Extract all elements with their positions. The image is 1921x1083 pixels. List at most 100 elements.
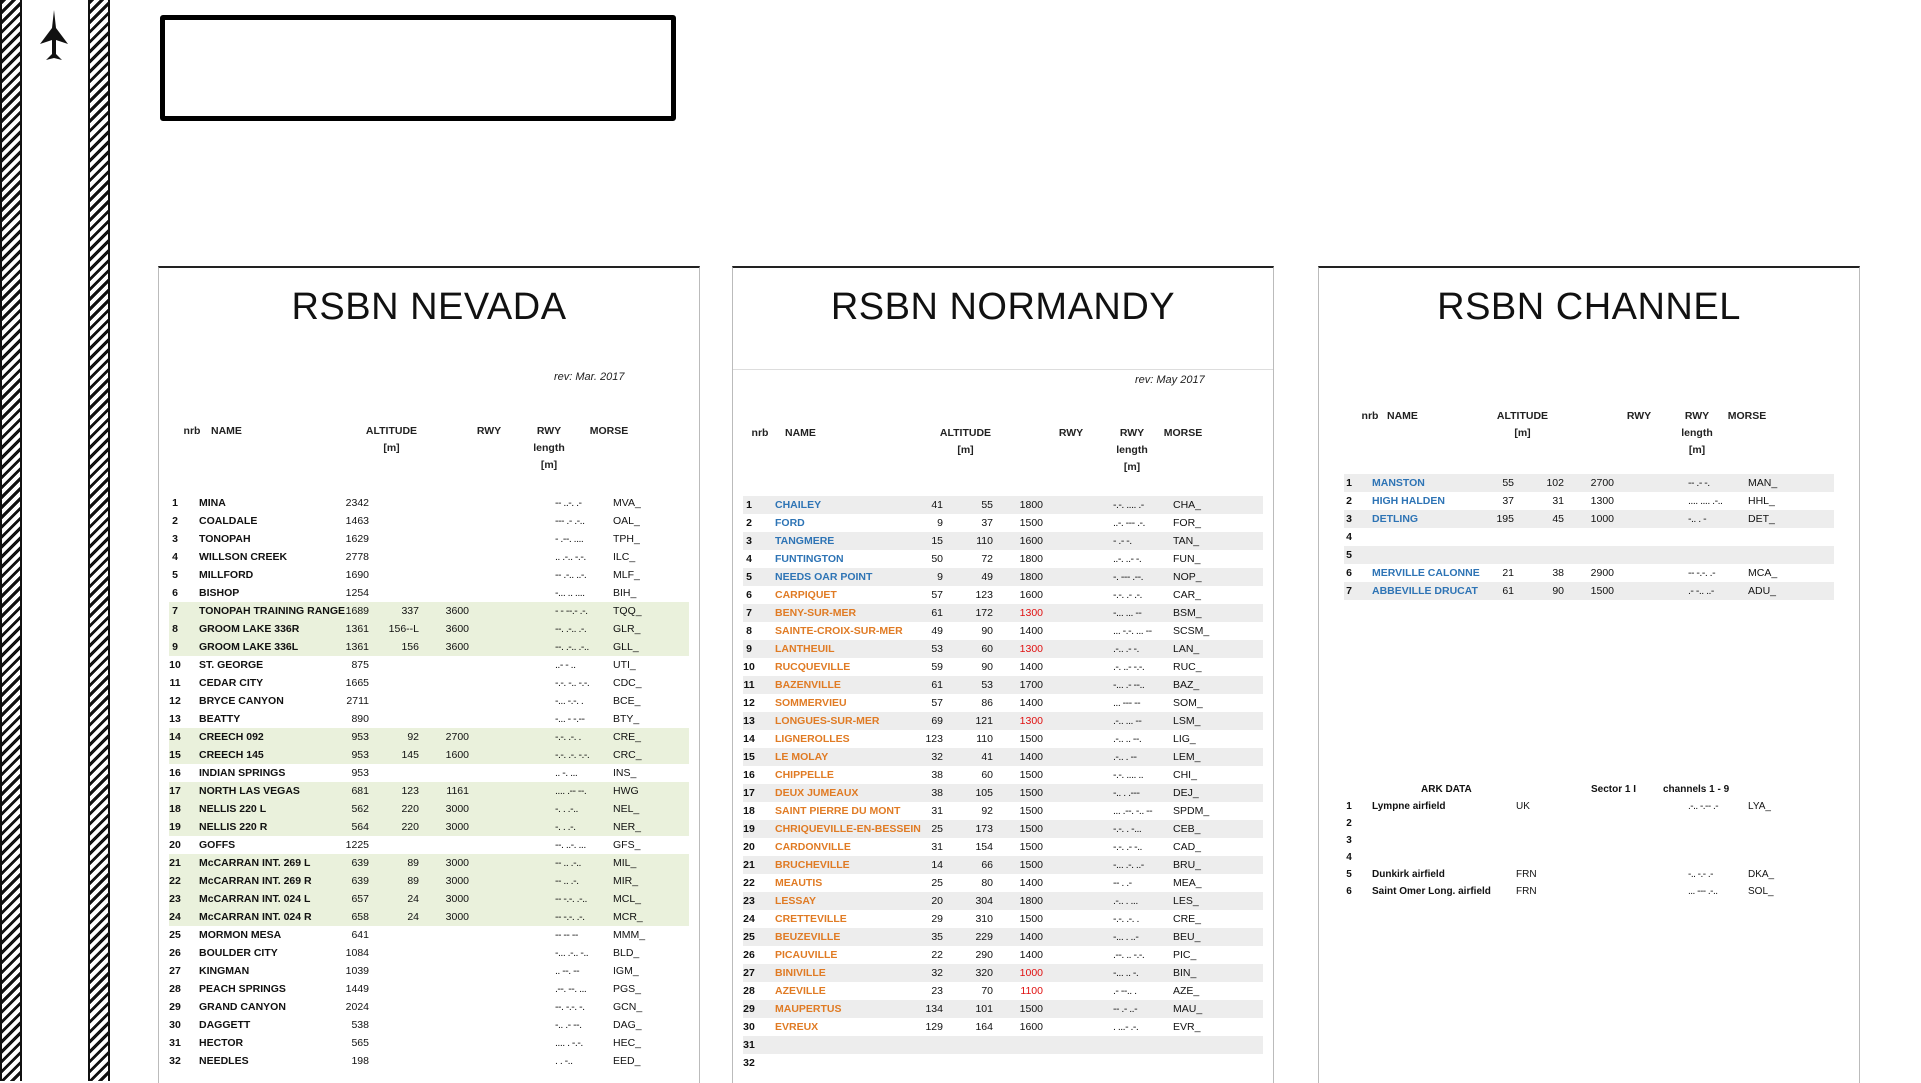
table-row: 20 CARDONVILLE 31 154 1500 -.-. .- -.. CAD_	[743, 838, 1263, 856]
runway-length: 3600	[445, 605, 469, 617]
table-row: 11 CEDAR CITY 1665 -.-. -.. -.-. CDC_	[169, 674, 689, 692]
row-number: 30	[169, 1019, 181, 1031]
altitude: 129	[925, 1021, 943, 1033]
station-name: MANSTON	[1372, 477, 1425, 489]
row-number: 7	[1346, 585, 1352, 597]
morse-ident: DEJ_	[1173, 787, 1199, 799]
station-name: CHAILEY	[775, 499, 822, 511]
morse-ident: ILC_	[613, 551, 636, 563]
station-name: MAUPERTUS	[775, 1003, 842, 1015]
runway-length: 1500	[1019, 913, 1043, 925]
morse-code: -.-. .-. .	[555, 731, 581, 743]
table-row: 7 ABBEVILLE DRUCAT 61 90 1500 .- -.. ..- ADU_	[1344, 582, 1834, 600]
table-row: 24 McCARRAN INT. 024 R 658 24 3000 -- -.-. .-…	[169, 908, 689, 926]
altitude: 31	[931, 805, 943, 817]
table-row: 20 GOFFS 1225 --. ..-. ... GFS_	[169, 836, 689, 854]
table-header: nrb NAME ALTITUDE [m] RWY RWY length [m] MORSE	[159, 423, 699, 483]
morse-ident: CRE_	[613, 731, 642, 743]
morse-ident: LIG_	[1173, 733, 1196, 745]
runway-length: 3000	[445, 821, 469, 833]
row-number: 25	[169, 929, 181, 941]
morse-ident: SOM_	[1173, 697, 1203, 709]
row-number: 13	[169, 713, 181, 725]
runway-length: 2900	[1590, 567, 1614, 579]
runway: 90	[1552, 585, 1564, 597]
altitude: 2342	[345, 497, 369, 509]
row-number: 2	[746, 517, 752, 529]
table-row: 12 SOMMERVIEU 57 86 1400 ... --- -- SOM_	[743, 694, 1263, 712]
altitude: 21	[1502, 567, 1514, 579]
station-name: EVREUX	[775, 1021, 819, 1033]
runway-length: 3000	[445, 803, 469, 815]
row-number: 28	[743, 985, 755, 997]
row-number: 27	[743, 967, 755, 979]
station-name: DETLING	[1372, 513, 1419, 525]
row-number: 18	[743, 805, 755, 817]
runway: 55	[981, 499, 993, 511]
runway: 70	[981, 985, 993, 997]
station-name: ST. GEORGE	[199, 659, 264, 671]
station-name: NORTH LAS VEGAS	[199, 785, 300, 797]
table-row: 5 MILLFORD 1690 -- .-.. ..-. MLF_	[169, 566, 689, 584]
runway-length: 1500	[1019, 769, 1043, 781]
altitude: 29	[931, 913, 943, 925]
morse-code: .-.. . --	[1113, 751, 1137, 763]
morse-code: ... --- --	[1113, 697, 1141, 709]
morse-ident: BRU_	[1173, 859, 1202, 871]
table-row: 6 CARPIQUET 57 123 1600 -.-. .- .-. CAR_	[743, 586, 1263, 604]
table-row: 6 MERVILLE CALONNE 21 38 2900 -- -.-. .- MCA_	[1344, 564, 1834, 582]
runway: 102	[1546, 477, 1564, 489]
morse-ident: SPDM_	[1173, 805, 1210, 817]
altitude: 641	[351, 929, 369, 941]
altitude: 38	[931, 787, 943, 799]
morse-code: .. --. --	[555, 965, 580, 977]
table-row: 9 LANTHEUIL 53 60 1300 .-.. .- -. LAN_	[743, 640, 1263, 658]
runway-length: 1300	[1019, 715, 1043, 727]
header-alt: ALTITUDE [m]	[939, 427, 992, 456]
morse-code: - .--. ....	[555, 533, 584, 545]
altitude: 59	[931, 661, 943, 673]
table-row: 23 McCARRAN INT. 024 L 657 24 3000 -- -.-. .-…	[169, 890, 689, 908]
altitude: 25	[931, 877, 943, 889]
table-row: 19 CHRIQUEVILLE-EN-BESSEIN 25 173 1500 -.-. .…	[743, 820, 1263, 838]
altitude: 134	[925, 1003, 943, 1015]
revision-label: rev: May 2017	[1135, 374, 1205, 386]
table-row: 10 RUCQUEVILLE 59 90 1400 .-. ..- -.-. RUC_	[743, 658, 1263, 676]
table-row: 3 TANGMERE 15 110 1600 - .- -. TAN_	[743, 532, 1263, 550]
runway-length: 1800	[1019, 499, 1043, 511]
station-name: HECTOR	[199, 1037, 244, 1049]
runway-length: 3000	[445, 875, 469, 887]
station-name: AZEVILLE	[775, 985, 826, 997]
runway-length: 3000	[445, 893, 469, 905]
altitude: 953	[351, 767, 369, 779]
table-row: 2 FORD 9 37 1500 ..-. --- .-. FOR_	[743, 514, 1263, 532]
runway: 290	[975, 949, 993, 961]
table-row: 17 NORTH LAS VEGAS 681 123 1161 .... .-- --. H…	[169, 782, 689, 800]
table-row: 26 BOULDER CITY 1084 -... .-.. -.. BLD_	[169, 944, 689, 962]
row-number: 2	[172, 515, 178, 527]
altitude: 1254	[345, 587, 369, 599]
runway-length: 1000	[1590, 513, 1614, 525]
morse-ident: DAG_	[613, 1019, 642, 1031]
table-row: 2 COALDALE 1463 --- .- .-.. OAL_	[169, 512, 689, 530]
row-number: 2	[1346, 495, 1352, 507]
altitude: 198	[351, 1055, 369, 1067]
row-number: 17	[169, 785, 181, 797]
runway: 229	[975, 931, 993, 943]
station-name: CARPIQUET	[775, 589, 837, 601]
left-hatched-rail	[0, 0, 22, 1081]
row-number: 22	[169, 875, 181, 887]
row-number: 4	[746, 553, 752, 565]
morse-code: -- . .-	[1113, 877, 1132, 889]
table-row: 5 NEEDS OAR POINT 9 49 1800 -. --- .--. NOP_	[743, 568, 1263, 586]
row-number: 4	[1346, 531, 1352, 543]
station-name: LIGNEROLLES	[775, 733, 850, 745]
station-name: McCARRAN INT. 269 R	[199, 875, 312, 887]
table-row: 3 DETLING 195 45 1000 -.. . - DET_	[1344, 510, 1834, 528]
altitude: 953	[351, 731, 369, 743]
morse-ident: NER_	[613, 821, 642, 833]
morse-code: -... -.-. .	[555, 695, 584, 707]
row-number: 11	[169, 677, 181, 689]
table-header: nrb NAME ALTITUDE [m] RWY RWY length [m] MORSE	[733, 425, 1273, 485]
row-number: 1	[1346, 477, 1352, 489]
